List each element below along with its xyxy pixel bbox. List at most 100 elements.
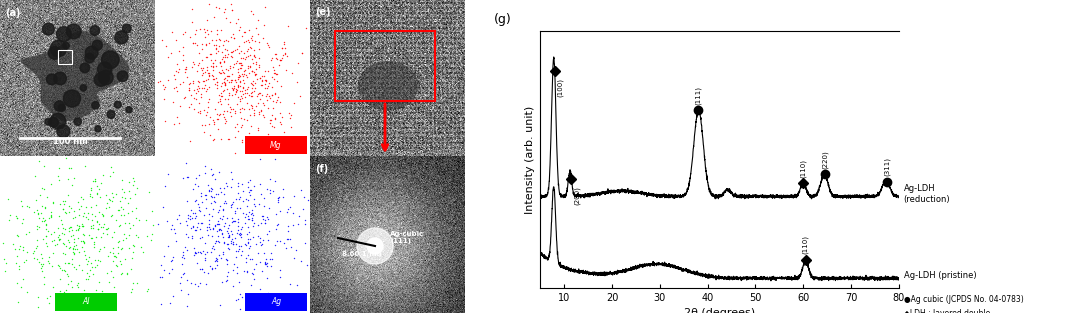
Point	[41, 261, 58, 266]
Point	[232, 83, 249, 88]
Point	[218, 228, 235, 233]
Point	[212, 227, 229, 232]
Point	[230, 244, 247, 249]
Point	[171, 280, 188, 285]
Point	[193, 220, 210, 225]
Point	[37, 221, 55, 226]
Point	[108, 192, 125, 197]
Point	[247, 104, 264, 109]
Point	[243, 270, 260, 275]
Point	[260, 106, 277, 111]
Point	[232, 60, 249, 65]
Point	[45, 251, 62, 256]
Circle shape	[86, 46, 98, 59]
Point	[257, 262, 274, 267]
Point	[184, 233, 201, 239]
Point	[236, 56, 254, 61]
Point	[204, 61, 221, 66]
Point	[175, 270, 193, 275]
Point	[220, 222, 238, 227]
Point	[49, 174, 66, 179]
Point	[174, 32, 192, 37]
Point	[223, 78, 240, 83]
Point	[218, 273, 235, 278]
Point	[244, 94, 261, 99]
Point	[82, 260, 100, 265]
Point	[192, 208, 209, 213]
Point	[169, 89, 186, 94]
Point	[231, 60, 248, 65]
Circle shape	[92, 40, 103, 50]
Point	[219, 38, 236, 44]
Point	[189, 88, 207, 93]
Point	[40, 300, 57, 305]
Point	[238, 39, 255, 44]
Point	[225, 87, 242, 92]
Point	[235, 39, 253, 44]
Point	[208, 38, 225, 43]
Point	[213, 50, 230, 55]
Point	[232, 63, 249, 68]
Point	[81, 193, 98, 198]
Point	[263, 55, 280, 60]
Point	[216, 53, 233, 58]
Point	[155, 96, 172, 101]
Point	[232, 227, 249, 232]
Point	[239, 269, 256, 274]
Point	[29, 208, 46, 213]
Point	[258, 40, 275, 45]
Circle shape	[74, 118, 81, 126]
Point	[229, 88, 246, 93]
Point	[208, 239, 225, 244]
Point	[98, 201, 116, 206]
Point	[273, 46, 290, 51]
Point	[232, 79, 249, 84]
Point	[186, 198, 203, 203]
Point	[260, 69, 277, 74]
Point	[203, 266, 220, 271]
Point	[140, 287, 157, 292]
Text: (d): (d)	[160, 164, 175, 174]
Point	[18, 249, 35, 254]
Point	[213, 101, 230, 106]
Point	[60, 225, 77, 230]
Point	[211, 37, 228, 42]
Point	[179, 198, 196, 203]
Point	[166, 73, 183, 78]
Point	[216, 7, 233, 12]
Point	[207, 266, 224, 271]
Point	[129, 234, 147, 239]
Point	[183, 226, 200, 231]
Point	[85, 179, 102, 184]
Point	[172, 274, 189, 279]
Point	[93, 289, 110, 294]
Point	[278, 68, 295, 73]
Point	[181, 34, 198, 39]
Point	[39, 296, 56, 301]
Point	[28, 197, 45, 202]
Point	[0, 268, 14, 273]
Point	[62, 206, 79, 211]
Point	[189, 84, 207, 89]
Point	[121, 225, 138, 230]
Point	[126, 191, 143, 196]
X-axis label: 2θ (degrees): 2θ (degrees)	[684, 308, 755, 313]
Point	[215, 192, 232, 197]
Circle shape	[54, 72, 66, 85]
Point	[94, 231, 111, 236]
Point	[242, 113, 259, 118]
Point	[233, 96, 250, 101]
Point	[200, 188, 217, 193]
Point	[243, 283, 260, 288]
Point	[9, 232, 26, 237]
Point	[174, 175, 192, 180]
Point	[128, 280, 146, 285]
Point	[196, 85, 213, 90]
Point	[94, 213, 111, 218]
Point	[204, 226, 221, 231]
Point	[187, 227, 204, 232]
Point	[75, 224, 92, 229]
Point	[121, 233, 138, 238]
Point	[224, 88, 241, 93]
Point	[296, 221, 314, 226]
